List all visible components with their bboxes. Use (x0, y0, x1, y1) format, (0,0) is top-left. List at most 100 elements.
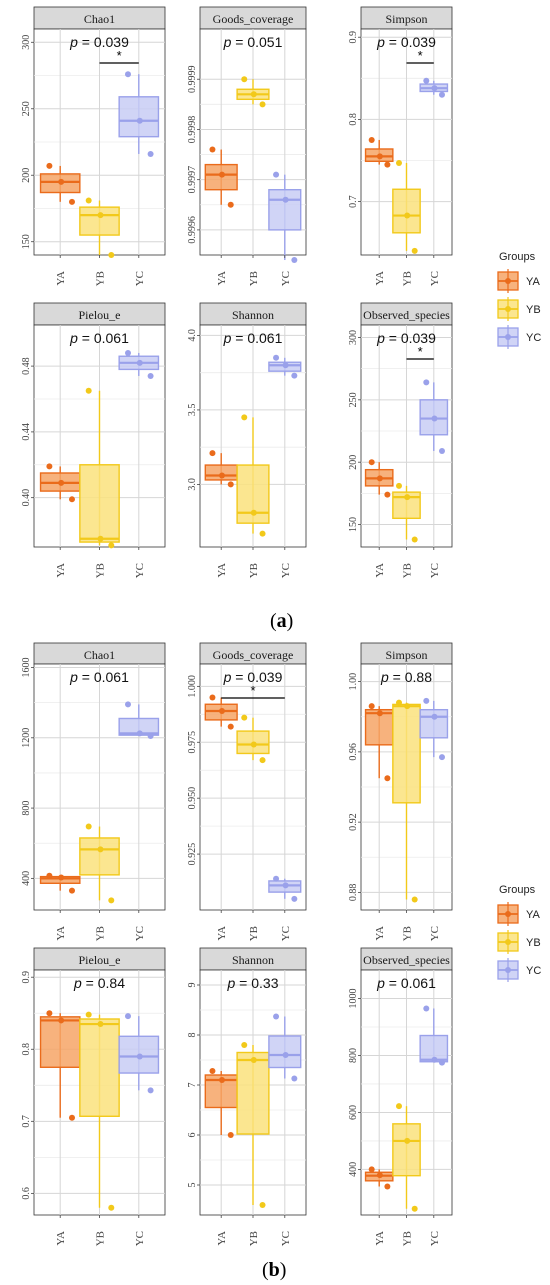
x-tick-label: YB (248, 271, 260, 286)
box-yc (419, 1005, 449, 1066)
data-point (423, 379, 430, 386)
legend-item-ya: YA (497, 269, 541, 293)
x-tick-label: YA (55, 271, 67, 286)
x-tick-label: YB (95, 563, 107, 578)
y-tick-label: 7 (187, 1083, 198, 1088)
y-tick-label: 1600 (21, 658, 32, 678)
p-value-label: p = 0.84 (73, 975, 125, 991)
y-tick-label: 0.9 (21, 971, 32, 984)
legend-b: Groups YA YB YC (497, 884, 541, 982)
x-tick-label: YC (280, 926, 292, 941)
x-tick-label: YC (134, 271, 146, 286)
x-tick-label: YA (374, 926, 386, 941)
data-point (136, 359, 143, 366)
data-point (218, 1077, 225, 1083)
p-value-label: p = 0.88 (380, 669, 432, 685)
data-point (85, 823, 92, 830)
box-yb (236, 714, 270, 764)
data-point (218, 472, 225, 479)
data-point (423, 1005, 430, 1012)
p-value-label: p = 0.061 (376, 975, 436, 991)
data-point (136, 1053, 143, 1060)
y-tick-label: 150 (348, 517, 359, 532)
chart-b-pielou_e: Pielou_e 0.6 0.7 0.8 0.9 YA YB YC p = 0.84 (21, 947, 166, 1246)
y-tick-label: 0.9999 (187, 65, 198, 93)
legend-point (505, 334, 511, 340)
chart-b-shannon: Shannon 5 6 7 8 9 YA YB YC p = 0.33 (187, 947, 307, 1246)
p-symbol: p (73, 975, 82, 991)
box-body (79, 837, 120, 876)
p-value: = 0.061 (78, 330, 129, 346)
groups-legend: Groups YA YB YC Groups YA YB YC (497, 251, 541, 982)
legend-point (505, 939, 511, 945)
strip-title: Simpson (385, 12, 427, 26)
data-point (68, 198, 75, 205)
legend-label: YA (526, 276, 541, 288)
box-yb (79, 823, 120, 904)
box-ya (39, 872, 81, 894)
data-point (147, 150, 154, 157)
p-value: = 0.051 (231, 34, 282, 50)
data-point (108, 252, 115, 258)
strip-title: Chao1 (84, 648, 115, 662)
box-ya (39, 1010, 81, 1121)
y-tick-label: 800 (21, 801, 32, 816)
strip-title: Pielou_e (79, 308, 121, 322)
box-ya (364, 703, 394, 782)
x-tick-label: YA (374, 563, 386, 578)
x-tick-label: YC (134, 926, 146, 941)
p-value-label: p = 0.039 (69, 34, 129, 50)
data-point (227, 723, 234, 730)
data-point (395, 159, 402, 166)
y-tick-label: 200 (348, 455, 359, 470)
data-point (227, 201, 234, 208)
box-yc (268, 1013, 302, 1082)
data-point (259, 101, 266, 108)
data-point (250, 741, 257, 748)
x-tick-label: YB (402, 1231, 414, 1246)
data-point (218, 171, 225, 178)
y-tick-label: 0.9996 (187, 216, 198, 244)
data-point (411, 247, 418, 254)
p-value-label: p = 0.051 (223, 34, 283, 50)
box-yc (268, 171, 302, 264)
y-tick-label: 0.9997 (187, 166, 198, 194)
y-tick-label: 800 (348, 1048, 359, 1063)
data-point (282, 882, 289, 889)
data-point (85, 197, 92, 204)
significance-mark: * (250, 683, 255, 698)
data-point (218, 707, 225, 714)
x-tick-label: YA (55, 563, 67, 578)
chart-a-pielou_e: Pielou_e 0.40 0.44 0.48 YA YB YC p = 0.061 (21, 302, 166, 578)
data-point (395, 699, 402, 706)
box-body (392, 703, 421, 804)
y-tick-label: 0.925 (187, 843, 198, 866)
data-point (282, 196, 289, 203)
x-tick-label: YA (216, 563, 228, 578)
legend-item-yb: YB (497, 297, 541, 321)
box-ya (364, 459, 394, 498)
data-point (376, 710, 383, 717)
panel-label-b-text: b (269, 1259, 280, 1281)
box-body (236, 1051, 270, 1135)
x-tick-label: YB (402, 271, 414, 286)
significance-mark: * (418, 48, 423, 63)
data-point (273, 1013, 280, 1020)
x-tick-label: YA (55, 1231, 67, 1246)
y-tick-label: 9 (187, 983, 198, 988)
legend-label: YC (526, 332, 541, 344)
strip-title: Observed_species (363, 953, 450, 967)
chart-b-simpson: Simpson 0.88 0.92 0.96 1.00 YA YB YC p = 0.88 (348, 642, 453, 941)
p-value: = 0.039 (78, 34, 129, 50)
box-yc (118, 71, 160, 157)
data-point (376, 475, 383, 482)
y-tick-label: 0.8 (348, 113, 359, 126)
data-point (85, 387, 92, 394)
data-point (136, 117, 143, 124)
data-point (395, 482, 402, 489)
data-point (227, 1132, 234, 1138)
strip-title: Pielou_e (79, 953, 121, 967)
legend-label: YA (526, 909, 541, 921)
strip-title: Goods_coverage (213, 648, 294, 662)
y-tick-label: 8 (187, 1033, 198, 1038)
